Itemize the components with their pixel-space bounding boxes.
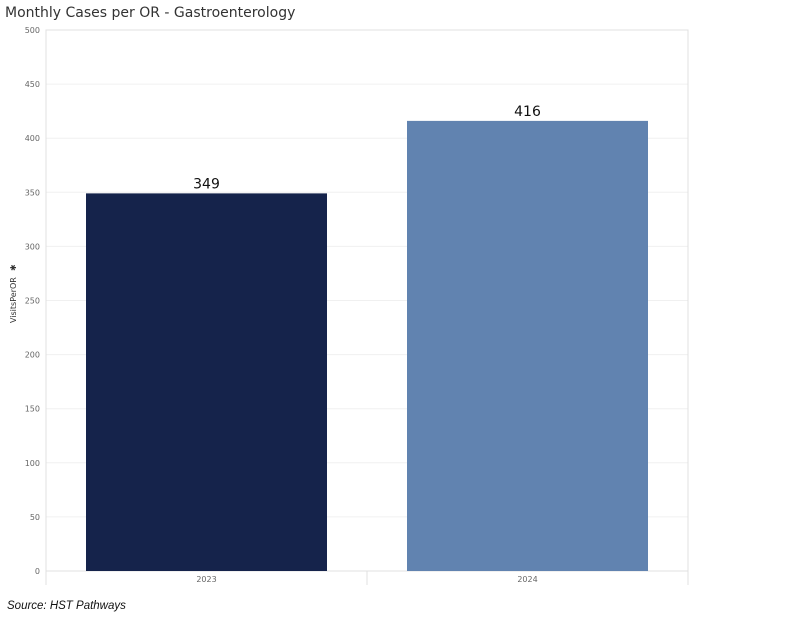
y-tick-label: 450 (25, 80, 40, 89)
pin-icon[interactable]: ✱ (9, 264, 18, 271)
x-axis-ticks: 2023 2024 (45, 571, 689, 585)
y-tick-label: 150 (25, 405, 40, 414)
data-label-2023: 349 (193, 176, 220, 192)
y-tick-label: 350 (25, 188, 40, 197)
y-tick-label: 0 (35, 567, 40, 576)
data-labels: 349 416 (193, 104, 541, 192)
y-tick-label: 250 (25, 297, 40, 306)
y-tick-label: 300 (25, 242, 40, 251)
y-tick-label: 500 (25, 26, 40, 35)
source-note: Source: HST Pathways (7, 600, 126, 612)
x-tick-label: 2024 (517, 575, 537, 584)
y-tick-label: 100 (25, 459, 40, 468)
y-axis-label: VisitsPerOR (9, 277, 18, 323)
y-tick-label: 400 (25, 134, 40, 143)
bar-2023[interactable] (86, 193, 327, 571)
y-tick-label: 200 (25, 351, 40, 360)
data-label-2024: 416 (514, 104, 541, 120)
bars (86, 120, 648, 571)
bar-2024[interactable] (407, 120, 648, 571)
y-axis-ticks: 0 50 100 150 200 250 300 350 400 450 500 (25, 26, 40, 576)
y-tick-label: 50 (30, 513, 40, 522)
chart-title: Monthly Cases per OR - Gastroenterology (5, 5, 296, 21)
x-tick-label: 2023 (196, 575, 216, 584)
bar-chart: 0 50 100 150 200 250 300 350 400 450 500 349 416 20… (9, 26, 689, 585)
